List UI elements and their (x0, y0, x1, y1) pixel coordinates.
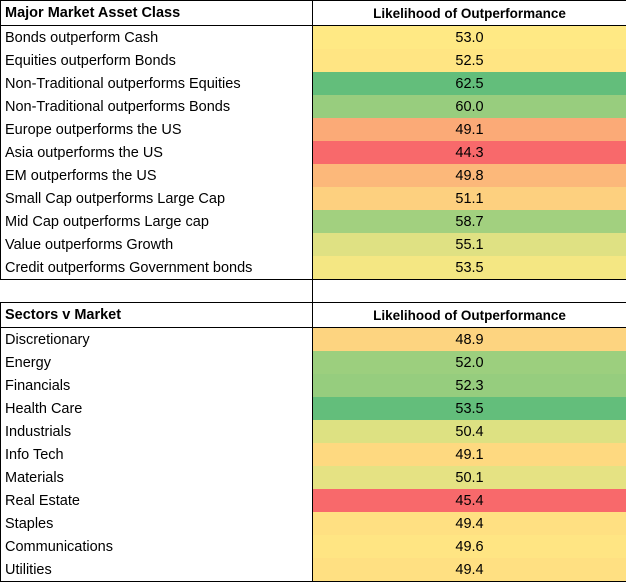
row-label-cell[interactable]: Non-Traditional outperforms Bonds (1, 95, 313, 118)
row-label-cell[interactable]: Discretionary (1, 328, 313, 352)
likelihood-value-cell[interactable]: 53.5 (313, 256, 626, 280)
spacer-section (1, 280, 626, 303)
section-header-label[interactable]: Sectors v Market (1, 303, 313, 328)
row-label-cell[interactable]: Energy (1, 351, 313, 374)
row-label-cell[interactable]: Credit outperforms Government bonds (1, 256, 313, 280)
likelihood-value-cell[interactable]: 49.1 (313, 443, 626, 466)
row-label-cell[interactable]: Mid Cap outperforms Large cap (1, 210, 313, 233)
row-label-cell[interactable]: Industrials (1, 420, 313, 443)
row-label-cell[interactable]: Asia outperforms the US (1, 141, 313, 164)
row-label-cell[interactable]: Real Estate (1, 489, 313, 512)
row-label-cell[interactable]: Health Care (1, 397, 313, 420)
likelihood-value-cell[interactable]: 51.1 (313, 187, 626, 210)
row-label-cell[interactable]: Financials (1, 374, 313, 397)
row-label-cell[interactable]: Info Tech (1, 443, 313, 466)
likelihood-value-cell[interactable]: 50.1 (313, 466, 626, 489)
value-column-header[interactable]: Likelihood of Outperformance (313, 1, 626, 26)
likelihood-value-cell[interactable]: 44.3 (313, 141, 626, 164)
row-label-cell[interactable]: Communications (1, 535, 313, 558)
row-label-cell[interactable]: Value outperforms Growth (1, 233, 313, 256)
sectors-v-market-section: Sectors v Market Likelihood of Outperfor… (1, 303, 626, 582)
likelihood-value-cell[interactable]: 49.6 (313, 535, 626, 558)
section-header-label[interactable]: Major Market Asset Class (1, 1, 313, 26)
row-label-cell[interactable]: Small Cap outperforms Large Cap (1, 187, 313, 210)
likelihood-value-cell[interactable]: 48.9 (313, 328, 626, 352)
likelihood-value-cell[interactable]: 53.0 (313, 26, 626, 50)
row-label-cell[interactable]: Utilities (1, 558, 313, 582)
likelihood-value-cell[interactable]: 55.1 (313, 233, 626, 256)
row-label-cell[interactable]: Staples (1, 512, 313, 535)
section-header-row: Sectors v Market Likelihood of Outperfor… (1, 303, 626, 328)
likelihood-value-cell[interactable]: 52.0 (313, 351, 626, 374)
row-label-cell[interactable]: Equities outperform Bonds (1, 49, 313, 72)
section-header-row: Major Market Asset Class Likelihood of O… (1, 1, 626, 26)
empty-row (1, 280, 626, 303)
likelihood-value-cell[interactable]: 53.5 (313, 397, 626, 420)
likelihood-value-cell[interactable]: 49.4 (313, 512, 626, 535)
likelihood-value-cell[interactable]: 49.8 (313, 164, 626, 187)
row-label-cell[interactable]: Europe outperforms the US (1, 118, 313, 141)
row-label-cell[interactable]: Materials (1, 466, 313, 489)
likelihood-value-cell[interactable]: 60.0 (313, 95, 626, 118)
row-label-cell[interactable]: Non-Traditional outperforms Equities (1, 72, 313, 95)
likelihood-value-cell[interactable]: 62.5 (313, 72, 626, 95)
value-column-header[interactable]: Likelihood of Outperformance (313, 303, 626, 328)
likelihood-value-cell[interactable]: 45.4 (313, 489, 626, 512)
likelihood-value-cell[interactable]: 52.5 (313, 49, 626, 72)
likelihood-value-cell[interactable]: 49.1 (313, 118, 626, 141)
likelihood-value-cell[interactable]: 58.7 (313, 210, 626, 233)
likelihood-value-cell[interactable]: 49.4 (313, 558, 626, 582)
likelihood-value-cell[interactable]: 52.3 (313, 374, 626, 397)
empty-cell[interactable] (1, 280, 313, 303)
row-label-cell[interactable]: Bonds outperform Cash (1, 26, 313, 50)
major-market-asset-class-section: Major Market Asset Class Likelihood of O… (1, 1, 626, 280)
empty-cell[interactable] (313, 280, 626, 303)
row-label-cell[interactable]: EM outperforms the US (1, 164, 313, 187)
likelihood-value-cell[interactable]: 50.4 (313, 420, 626, 443)
